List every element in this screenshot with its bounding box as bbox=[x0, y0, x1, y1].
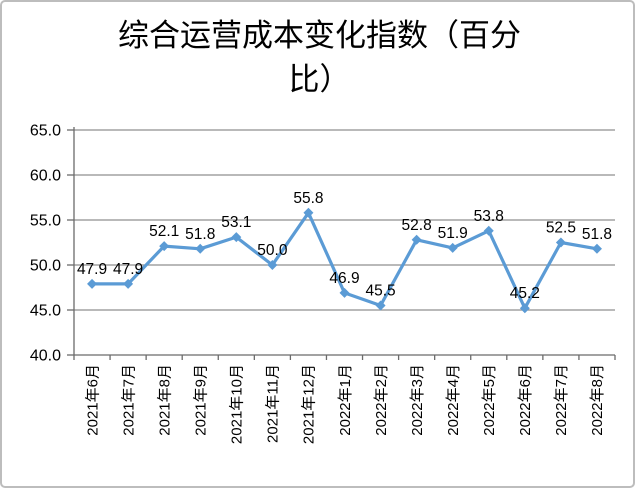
x-tick-label: 2021年9月 bbox=[192, 364, 209, 436]
y-tick-label: 65.0 bbox=[30, 123, 61, 140]
y-tick-label: 60.0 bbox=[30, 168, 61, 185]
data-point-marker bbox=[483, 225, 494, 236]
y-tick-label: 55.0 bbox=[30, 213, 61, 230]
data-label: 50.0 bbox=[257, 242, 288, 259]
x-tick-label: 2021年6月 bbox=[84, 364, 101, 436]
x-tick-label: 2021年12月 bbox=[301, 364, 318, 444]
data-label: 52.1 bbox=[149, 223, 179, 240]
data-label: 45.5 bbox=[365, 283, 395, 300]
x-tick-label: 2022年7月 bbox=[553, 364, 570, 436]
data-label: 45.2 bbox=[510, 285, 540, 302]
data-point-marker bbox=[447, 242, 458, 253]
data-point-marker bbox=[231, 232, 242, 243]
y-tick-label: 50.0 bbox=[30, 258, 61, 275]
data-point-marker bbox=[339, 287, 350, 298]
x-tick-label: 2022年1月 bbox=[337, 364, 354, 436]
data-point-marker bbox=[303, 207, 314, 218]
chart-title-line-2: 比） bbox=[288, 62, 351, 98]
data-label: 52.8 bbox=[402, 217, 432, 234]
data-point-marker bbox=[519, 303, 530, 314]
data-point-marker bbox=[123, 278, 134, 289]
x-tick-label: 2022年5月 bbox=[481, 364, 498, 436]
data-label: 53.1 bbox=[221, 214, 251, 231]
data-label: 51.8 bbox=[582, 226, 612, 243]
data-label: 47.9 bbox=[113, 261, 143, 278]
data-point-marker bbox=[411, 234, 422, 245]
chart-title: 综合运营成本变化指数（百分 比） bbox=[2, 14, 633, 102]
data-point-marker bbox=[195, 243, 206, 254]
data-point-marker bbox=[375, 300, 386, 311]
chart-title-line-1: 综合运营成本变化指数（百分 bbox=[118, 18, 521, 54]
data-point-marker bbox=[267, 260, 278, 270]
x-tick-label: 2022年2月 bbox=[373, 364, 390, 436]
data-point-marker bbox=[159, 241, 170, 252]
data-label: 46.9 bbox=[329, 270, 359, 287]
x-tick-label: 2021年11月 bbox=[265, 364, 282, 443]
x-tick-label: 2022年8月 bbox=[589, 364, 606, 436]
data-point-marker bbox=[591, 243, 602, 254]
data-point-marker bbox=[555, 237, 566, 248]
data-label: 51.9 bbox=[438, 225, 468, 242]
x-tick-label: 2022年3月 bbox=[409, 364, 426, 436]
data-label: 55.8 bbox=[293, 190, 323, 207]
data-label: 52.5 bbox=[546, 220, 576, 237]
data-label: 51.8 bbox=[185, 226, 215, 243]
x-tick-label: 2021年7月 bbox=[120, 364, 137, 436]
data-label: 53.8 bbox=[474, 208, 504, 225]
x-tick-label: 2022年6月 bbox=[517, 364, 534, 436]
y-tick-label: 45.0 bbox=[30, 303, 61, 320]
x-tick-label: 2021年10月 bbox=[229, 364, 246, 444]
y-tick-label: 40.0 bbox=[30, 348, 61, 365]
x-tick-label: 2021年8月 bbox=[156, 364, 173, 436]
x-tick-label: 2022年4月 bbox=[445, 364, 462, 436]
data-point-marker bbox=[87, 278, 98, 289]
data-label: 47.9 bbox=[77, 261, 107, 278]
